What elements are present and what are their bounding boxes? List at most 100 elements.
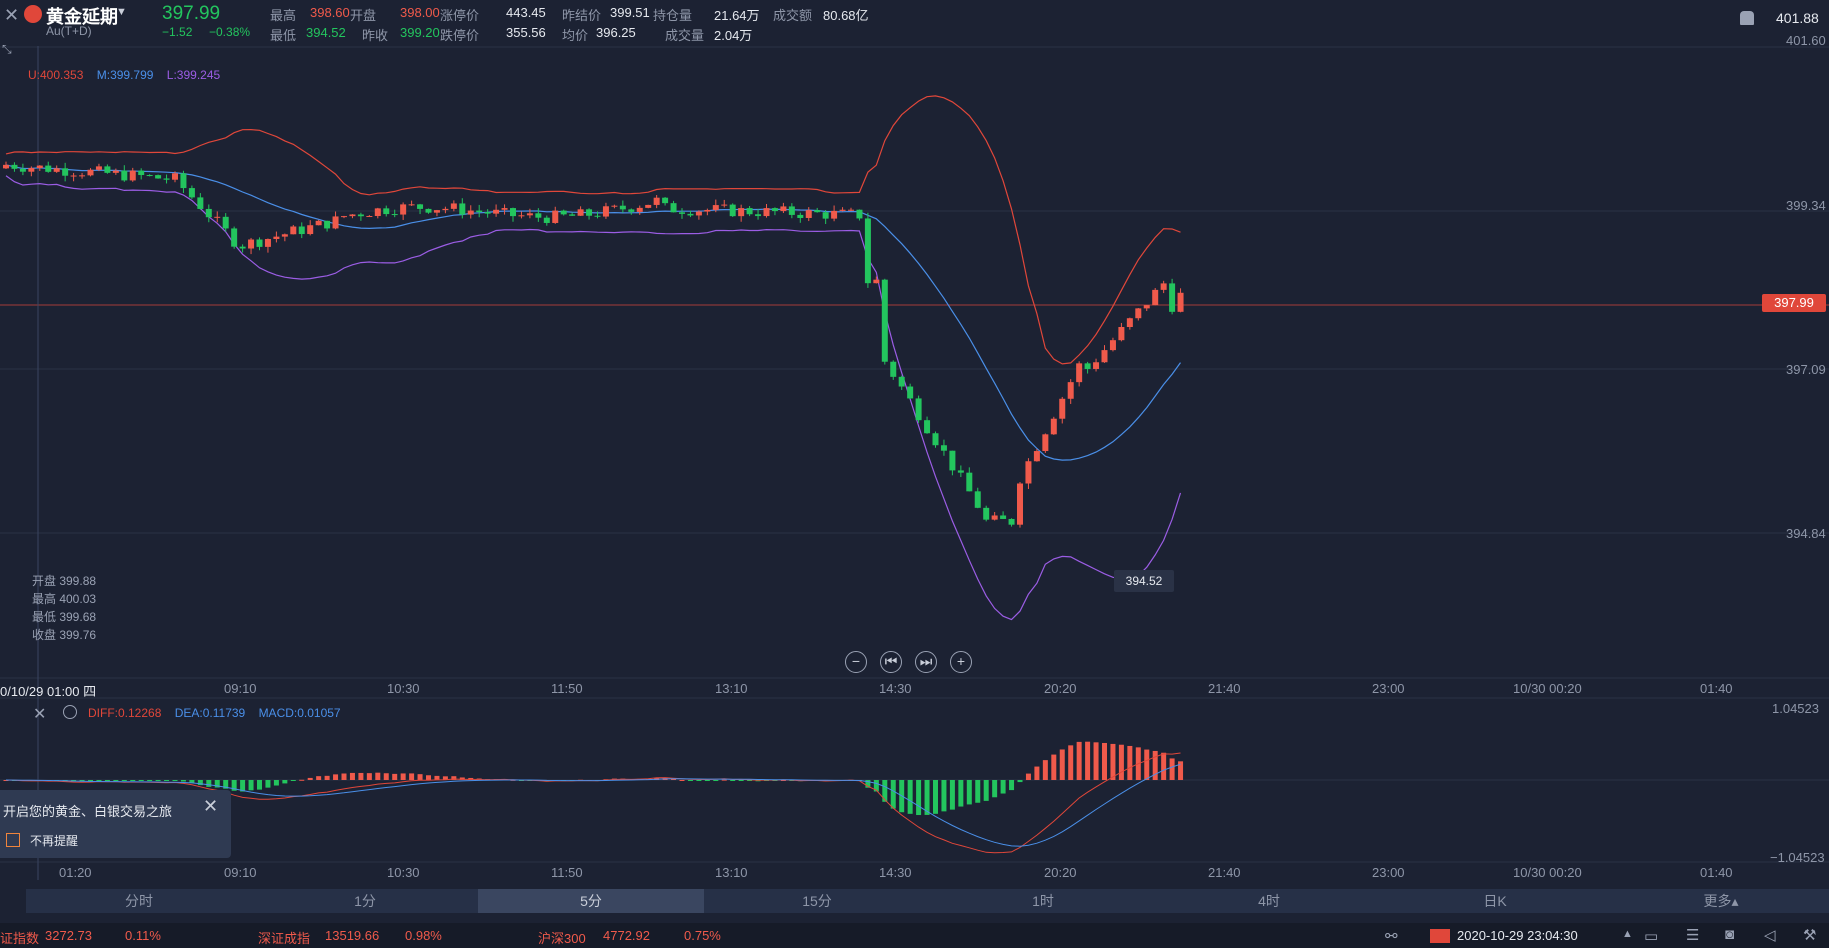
timeframe-tab[interactable]: 15分 xyxy=(802,893,832,909)
candle-body xyxy=(518,215,525,217)
macd-histogram-bar xyxy=(687,780,693,781)
macd-histogram-bar xyxy=(1017,780,1023,783)
y-axis-label: 394.84 xyxy=(1786,526,1826,541)
candle-body xyxy=(1135,308,1142,319)
candle-body xyxy=(129,170,136,181)
candle-body xyxy=(205,208,212,218)
menu-icon[interactable]: ☰ xyxy=(1686,927,1700,944)
timeframe-tab[interactable]: 1时 xyxy=(1032,893,1054,909)
zoom-in-button[interactable]: + xyxy=(950,651,972,673)
candle-body xyxy=(1101,350,1108,363)
candle-body xyxy=(1169,283,1176,312)
macd-histogram-bar xyxy=(1000,780,1006,794)
x-tick-label: 09:10 xyxy=(224,681,257,696)
macd-histogram-bar xyxy=(180,780,186,782)
macd-histogram-bar xyxy=(983,780,989,801)
candle-body xyxy=(1126,318,1133,327)
instrument-title[interactable]: 黄金延期 xyxy=(46,7,118,27)
candle-body xyxy=(1143,305,1150,309)
candle-body xyxy=(248,239,255,249)
x-tick-label: 20:20 xyxy=(1044,865,1077,880)
candle-body xyxy=(467,210,474,215)
quote-header: ✕ 黄金延期 ▼ Au(T+D) 397.99 −1.52 −0.38% 最高 3… xyxy=(0,0,1829,56)
picture-icon[interactable]: ▭ xyxy=(1644,928,1659,945)
macd-histogram-bar xyxy=(941,780,947,812)
popup-close-icon[interactable]: ✕ xyxy=(203,796,219,816)
candle-body xyxy=(222,216,229,229)
macd-histogram-bar xyxy=(172,780,178,781)
macd-histogram-bar xyxy=(1110,743,1116,780)
candle-body xyxy=(974,491,981,508)
candle-body xyxy=(290,226,297,235)
bell-icon[interactable] xyxy=(1740,11,1754,25)
candle-body xyxy=(366,216,373,218)
macd-histogram-bar xyxy=(933,780,938,814)
macd-histogram-bar xyxy=(324,775,330,780)
macd-histogram-bar xyxy=(671,779,677,781)
macd-dea: DEA:0.11739 xyxy=(174,706,246,720)
dont-remind-checkbox[interactable] xyxy=(6,833,20,847)
settings-icon[interactable] xyxy=(63,705,77,719)
boll-mid: M:399.799 xyxy=(96,68,154,82)
timeframe-tab[interactable]: 5分 xyxy=(478,889,704,913)
candle-body xyxy=(856,209,863,219)
candle-body xyxy=(239,246,246,249)
macd-histogram-bar xyxy=(257,780,262,790)
ticker-name[interactable]: 沪深300 xyxy=(538,931,586,946)
macd-histogram-bar xyxy=(426,775,431,780)
candle-body xyxy=(357,214,364,217)
macd-histogram-bar xyxy=(400,773,406,780)
candle-body xyxy=(87,169,94,176)
macd-histogram-bar xyxy=(189,780,195,784)
candle-body xyxy=(611,205,618,207)
timeframe-tab[interactable]: 4时 xyxy=(1258,893,1280,909)
stat-label: 昨结价 xyxy=(562,8,602,23)
timeframe-tab[interactable]: 1分 xyxy=(354,893,376,909)
macd-histogram-bar xyxy=(392,773,398,780)
candle-body xyxy=(1084,363,1091,369)
ticker-name[interactable]: 深证成指 xyxy=(258,931,311,946)
macd-histogram-bar xyxy=(882,780,888,802)
stat-label: 昨收 xyxy=(362,28,389,43)
x-tick-label: 21:40 xyxy=(1208,681,1241,696)
zoom-out-button[interactable]: − xyxy=(845,651,867,673)
candle-body xyxy=(535,213,542,218)
scroll-left-button[interactable]: ⏮ xyxy=(880,651,902,673)
candle-body xyxy=(755,214,762,217)
candle-body xyxy=(602,206,609,217)
macd-histogram-bar xyxy=(1093,742,1099,780)
candle-body xyxy=(763,208,770,217)
macd-histogram-bar xyxy=(1127,745,1133,780)
candle-body xyxy=(560,210,567,215)
ticker-name[interactable]: 证指数 xyxy=(0,931,40,946)
tools-icon[interactable]: ⚒ xyxy=(1803,927,1817,944)
macd-histogram-bar xyxy=(290,780,296,781)
price-change-pct: −0.38% xyxy=(209,25,251,39)
candle-body xyxy=(180,173,187,189)
timeframe-tab[interactable]: 更多▴ xyxy=(1703,893,1739,909)
mute-icon[interactable]: ◁ xyxy=(1764,927,1776,944)
candle-body xyxy=(1017,483,1023,525)
close-indicator-icon[interactable]: ✕ xyxy=(33,706,47,723)
candle-body xyxy=(653,197,660,205)
macd-histogram-bar xyxy=(1051,754,1057,780)
macd-histogram-bar xyxy=(1144,749,1150,780)
timeframe-tab[interactable]: 分时 xyxy=(125,893,153,909)
candle-body xyxy=(966,472,973,492)
stat-value: 2.04万 xyxy=(714,28,753,43)
x-tick-label: 23:00 xyxy=(1372,865,1405,880)
collapse-icon[interactable]: ⤡ xyxy=(2,42,12,56)
timeframe-tab[interactable]: 日K xyxy=(1483,893,1507,909)
boll-legend: U:400.353 M:399.799 L:399.245 xyxy=(28,68,220,82)
close-icon[interactable]: ✕ xyxy=(4,5,20,25)
dropdown-caret-icon[interactable]: ▼ xyxy=(116,6,127,18)
candle-body xyxy=(1109,340,1116,351)
connection-icon[interactable]: ⚯ xyxy=(1385,928,1398,945)
expand-up-icon[interactable]: ▲ xyxy=(1622,928,1633,940)
scroll-right-button[interactable]: ⏭ xyxy=(915,651,937,673)
x-tick-label: 10:30 xyxy=(387,865,420,880)
macd-histogram-bar xyxy=(147,780,153,781)
camera-icon[interactable]: ◙ xyxy=(1725,926,1735,943)
candle-body xyxy=(788,206,795,215)
